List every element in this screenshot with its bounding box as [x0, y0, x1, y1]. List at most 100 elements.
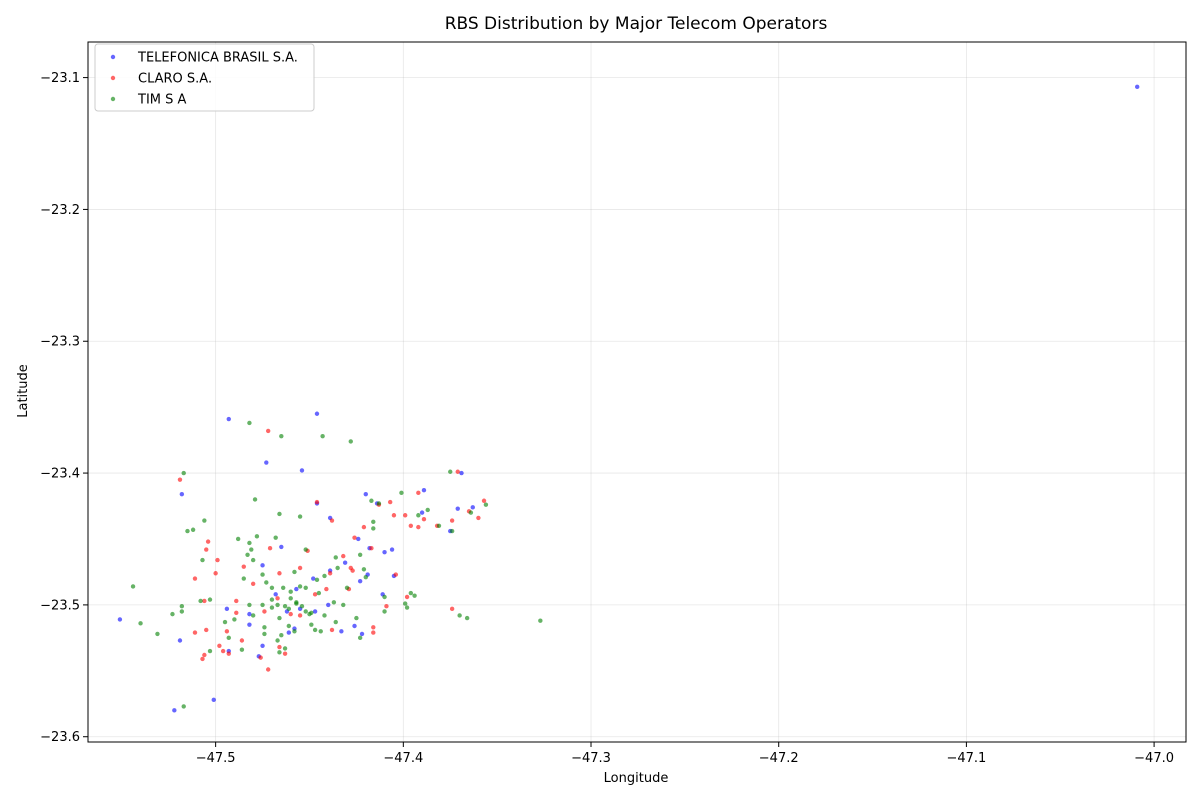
- data-point: [277, 650, 282, 655]
- legend: TELEFONICA BRASIL S.A. CLARO S.A. TIM S A: [94, 43, 315, 112]
- data-point: [341, 602, 346, 608]
- data-point: [371, 630, 376, 635]
- data-point: [260, 643, 265, 648]
- data-point: [279, 433, 284, 439]
- data-point: [314, 411, 320, 416]
- legend-frame: [94, 43, 315, 112]
- data-point: [421, 488, 427, 493]
- legend-label: TELEFONICA BRASIL S.A.: [137, 51, 298, 66]
- data-point: [350, 568, 355, 573]
- data-point: [260, 602, 265, 608]
- data-point: [455, 506, 460, 511]
- data-point: [357, 552, 363, 558]
- data-point: [286, 623, 292, 629]
- data-point: [371, 625, 376, 630]
- data-point: [282, 604, 288, 609]
- y-tick-label: −23.2: [40, 203, 80, 218]
- data-point: [303, 609, 308, 614]
- data-point: [464, 615, 470, 621]
- data-point: [220, 648, 226, 654]
- x-axis-label: Longitude: [604, 771, 669, 786]
- y-tick-label: −23.4: [40, 467, 80, 482]
- data-point: [286, 606, 292, 612]
- data-point: [404, 594, 410, 600]
- data-point: [177, 477, 183, 482]
- data-point: [177, 638, 183, 643]
- data-point: [459, 470, 464, 476]
- data-point: [269, 605, 275, 610]
- data-point: [250, 613, 256, 618]
- data-point: [226, 635, 231, 641]
- data-point: [299, 468, 305, 473]
- data-point: [384, 604, 389, 609]
- data-point: [416, 490, 421, 496]
- y-tick-label: −23.6: [40, 730, 80, 745]
- data-point: [249, 547, 254, 552]
- data-point: [200, 656, 205, 662]
- data-point: [371, 526, 376, 531]
- data-point: [273, 592, 278, 597]
- data-point: [361, 524, 367, 530]
- data-point: [277, 571, 282, 576]
- data-point: [202, 652, 207, 658]
- data-point: [352, 535, 357, 540]
- data-point: [267, 546, 273, 551]
- data-point: [322, 573, 327, 579]
- data-point: [391, 513, 397, 518]
- data-point: [192, 630, 198, 635]
- data-point: [408, 523, 414, 529]
- data-point: [389, 547, 395, 552]
- data-point: [286, 630, 292, 635]
- data-point: [207, 648, 213, 654]
- data-point: [299, 604, 305, 609]
- data-point: [241, 576, 246, 581]
- plot-frame: [87, 41, 1187, 743]
- data-point: [292, 569, 297, 575]
- data-point: [309, 622, 314, 627]
- data-point: [307, 611, 312, 617]
- data-point: [329, 627, 335, 633]
- data-point: [179, 609, 185, 614]
- data-point: [288, 589, 293, 594]
- data-point: [393, 572, 399, 577]
- y-tick-label: −23.5: [40, 598, 80, 613]
- data-point: [382, 609, 387, 614]
- x-tick-label: −47.5: [196, 751, 236, 766]
- data-point: [369, 498, 374, 503]
- data-point: [207, 597, 213, 602]
- data-point: [333, 619, 338, 625]
- data-point: [200, 557, 205, 563]
- x-tick-label: −47.4: [383, 751, 423, 766]
- data-point: [198, 598, 203, 604]
- data-point: [327, 571, 333, 576]
- data-point: [288, 611, 293, 617]
- data-point: [361, 567, 367, 572]
- data-point: [250, 557, 256, 563]
- data-point: [170, 611, 175, 617]
- legend-marker: [110, 75, 116, 81]
- x-tick-label: −47.0: [1134, 751, 1174, 766]
- data-point: [282, 651, 288, 656]
- data-point: [279, 544, 284, 550]
- data-point: [359, 631, 365, 637]
- data-point: [179, 604, 185, 609]
- data-point: [303, 585, 308, 590]
- data-point: [436, 523, 442, 529]
- data-point: [232, 617, 237, 622]
- data-point: [320, 433, 325, 439]
- data-point: [234, 598, 239, 604]
- data-point: [312, 592, 318, 597]
- axis-ticks: −47.5 −47.4 −47.3 −47.2 −47.1 −47.0 −23.6 −23.5…: [40, 71, 1174, 766]
- data-point: [279, 633, 284, 638]
- x-tick-label: −47.3: [571, 751, 611, 766]
- data-point: [312, 609, 318, 614]
- data-point: [303, 547, 308, 552]
- data-point: [448, 469, 453, 474]
- data-point: [275, 602, 280, 608]
- data-point: [342, 560, 348, 565]
- data-points: [117, 84, 1140, 713]
- data-point: [155, 631, 160, 637]
- data-point: [483, 502, 489, 507]
- data-point: [172, 708, 177, 713]
